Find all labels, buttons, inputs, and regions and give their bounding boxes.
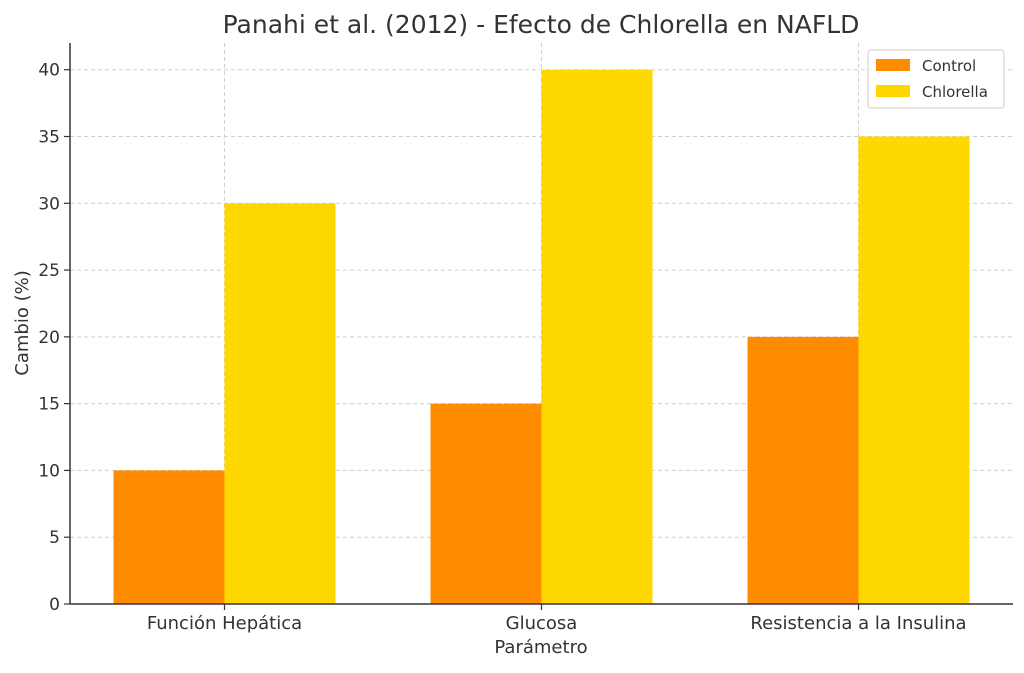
legend-label-chlorella: Chlorella: [922, 83, 988, 101]
y-tick-label: 25: [38, 261, 60, 281]
bar-control-1: [430, 403, 542, 604]
x-tick-label: Glucosa: [506, 613, 578, 634]
x-axis-label: Parámetro: [494, 637, 587, 658]
y-tick-label: 30: [38, 194, 60, 214]
y-tick-label: 0: [49, 595, 60, 615]
bar-chlorella-1: [541, 69, 653, 604]
y-tick-label: 40: [38, 61, 60, 81]
x-tick-label: Función Hepática: [147, 613, 302, 634]
legend-label-control: Control: [922, 57, 976, 75]
bar-chlorella-2: [858, 136, 970, 604]
y-tick-label: 5: [49, 528, 60, 548]
y-ticks: 0 5 10 15 20 25 30 35 40: [38, 61, 70, 615]
y-tick-label: 10: [38, 461, 60, 481]
y-axis-label: Cambio (%): [12, 270, 33, 375]
x-tick-label: Resistencia a la Insulina: [750, 613, 966, 634]
y-tick-label: 35: [38, 128, 60, 148]
bar-control-0: [113, 470, 225, 604]
x-ticks: Función Hepática Glucosa Resistencia a la …: [147, 604, 967, 634]
y-tick-label: 15: [38, 395, 60, 415]
chart-title: Panahi et al. (2012) - Efecto de Chlorel…: [223, 10, 860, 39]
legend-swatch-control: [876, 59, 910, 71]
y-tick-label: 20: [38, 328, 60, 348]
bar-control-2: [747, 336, 859, 604]
legend: Control Chlorella: [867, 49, 1005, 109]
bar-chlorella-0: [224, 203, 336, 605]
bars: [113, 69, 970, 605]
legend-swatch-chlorella: [876, 85, 910, 97]
